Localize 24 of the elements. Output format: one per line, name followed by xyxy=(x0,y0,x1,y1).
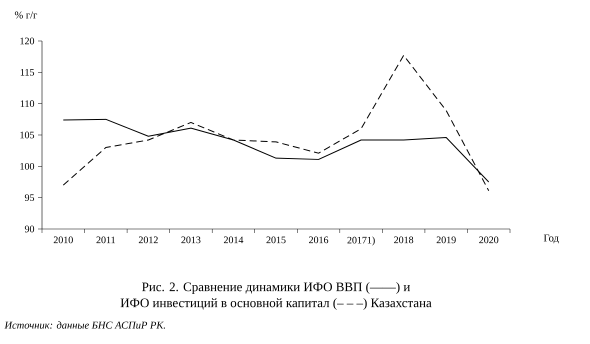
x-tick-label: 2010 xyxy=(54,236,73,244)
x-tick-label: 2014 xyxy=(224,236,244,244)
y-tick-label: 120 xyxy=(20,38,34,44)
x-tick-label: 2011 xyxy=(96,236,116,244)
x-tick-label: 2016 xyxy=(309,236,328,244)
y-axis-title: % г/г xyxy=(14,11,38,19)
x-tick-label: 2018 xyxy=(394,236,414,244)
y-tick-label: 105 xyxy=(20,132,34,138)
x-tick-label: 2020 xyxy=(479,236,498,244)
text: ИФО инвестиций в основной капитал (– – –) Казахстана xyxy=(120,298,432,310)
x-tick-label: 2019 xyxy=(436,236,456,244)
y-tick-label: 95 xyxy=(24,194,34,202)
x-tick-label: 2015 xyxy=(266,236,286,244)
x-tick-label: 2013 xyxy=(181,236,200,244)
y-tick-label: 90 xyxy=(24,226,34,232)
y-tick-label: 100 xyxy=(20,162,34,170)
y-tick-label: 115 xyxy=(20,68,34,76)
text: Источник: данные БНС АСПиР РК. xyxy=(4,321,165,329)
y-tick-label: 110 xyxy=(20,100,34,108)
x-tick-label: 2012 xyxy=(138,236,158,244)
line-series xyxy=(62,54,490,192)
x-axis-title: Год xyxy=(544,234,559,244)
text: Рис. 2. Сравнение динамики ИФО ВВП (——) и xyxy=(142,282,410,294)
x-tick-label: 20171) xyxy=(347,236,375,246)
